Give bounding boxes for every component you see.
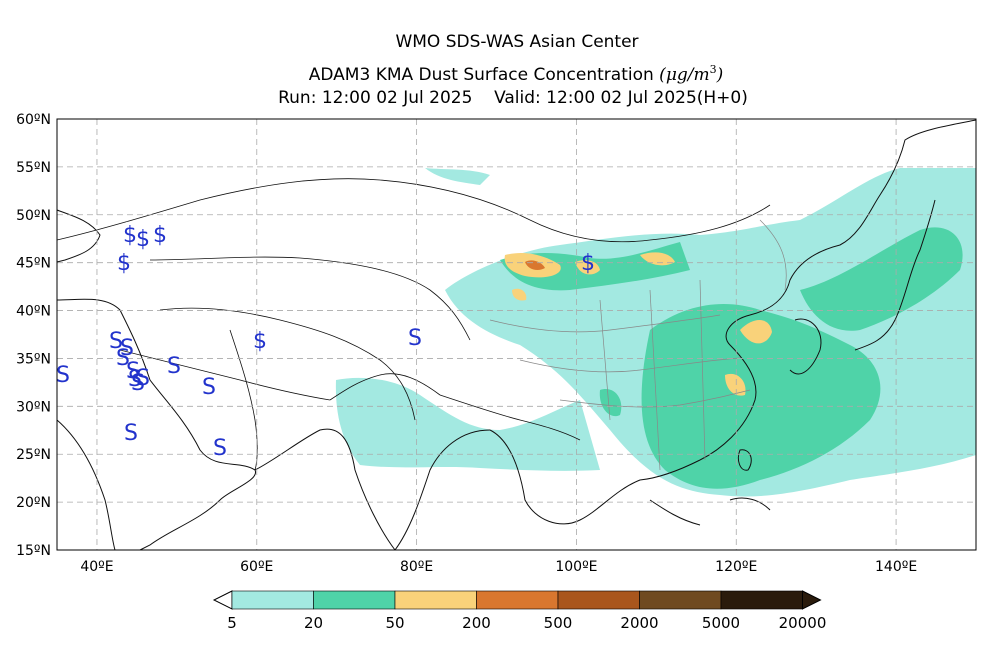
lon-tick-label: 40ºE	[80, 559, 113, 575]
dust-station-symbol: S	[109, 329, 123, 354]
colorbar	[212, 590, 822, 610]
colorbar-label: 50	[385, 614, 405, 632]
lat-tick-label: 35ºN	[16, 351, 51, 367]
chart-title-line1: WMO SDS-WAS Asian Center	[395, 32, 639, 52]
gridlines	[57, 119, 976, 550]
country-borders	[56, 178, 771, 471]
dust-dollar-symbol: $	[253, 329, 267, 354]
colorbar-label: 5	[227, 614, 237, 632]
colorbar-segment	[557, 590, 640, 610]
colorbar-label: 20000	[778, 614, 827, 632]
dust-dollar-symbol: $	[123, 223, 137, 248]
dust-station-symbol: S	[56, 363, 70, 388]
lon-tick-label: 120ºE	[715, 559, 757, 575]
dust-station-symbol: S	[120, 336, 134, 361]
dust-station-symbol: S	[126, 359, 140, 384]
lat-axis-labels: 60ºN 55ºN 50ºN 45ºN 40ºN 35ºN 30ºN 25ºN 20ºN 15ºN	[16, 112, 51, 559]
coastlines	[56, 119, 977, 551]
colorbar-segment	[639, 590, 722, 610]
lon-tick-label: 100ºE	[555, 559, 597, 575]
run-valid-line: Run: 12:00 02 Jul 2025 Valid: 12:00 02 J…	[13, 87, 1000, 109]
colorbar-label: 200	[462, 614, 491, 632]
colorbar-segment	[394, 590, 477, 610]
dust-dollar-symbol: $	[581, 251, 595, 276]
dust-station-symbol: S	[128, 367, 142, 392]
china-provinces	[489, 219, 787, 471]
dust-station-symbol: S	[167, 354, 181, 379]
colorbar-label: 5000	[701, 614, 741, 632]
lat-tick-label: 40ºN	[16, 304, 51, 320]
dust-field-mid	[500, 227, 963, 489]
colorbar-segment	[476, 590, 559, 610]
lat-tick-label: 25ºN	[16, 447, 51, 463]
chart-title-line2: ADAM3 KMA Dust Surface Concentration (μg…	[308, 63, 724, 85]
lat-tick-label: 30ºN	[16, 399, 51, 415]
dust-station-symbol: S	[124, 421, 138, 446]
colorbar-max-arrow	[802, 590, 822, 610]
dust-station-symbol: S	[202, 375, 216, 400]
lat-tick-label: 55ºN	[16, 160, 51, 176]
colorbar-segment	[313, 590, 396, 610]
lat-tick-label: 15ºN	[16, 543, 51, 559]
dust-station-symbol: S	[213, 436, 227, 461]
lon-axis-labels: 40ºE 60ºE 80ºE 100ºE 120ºE 140ºE	[80, 559, 917, 575]
lon-tick-label: 60ºE	[240, 559, 273, 575]
dust-station-symbol: S	[408, 326, 422, 351]
valid-label: Valid: 12:00 02 Jul 2025(H+0)	[494, 88, 748, 108]
lat-tick-label: 60ºN	[16, 112, 51, 128]
lat-tick-label: 45ºN	[16, 256, 51, 272]
run-label: Run: 12:00 02 Jul 2025	[278, 88, 473, 108]
lat-tick-label: 50ºN	[16, 208, 51, 224]
dust-dollar-symbol: $	[117, 251, 131, 276]
lon-tick-label: 140ºE	[875, 559, 917, 575]
colorbar-label: 500	[543, 614, 573, 632]
dust-station-symbol: S	[136, 366, 150, 391]
lon-tick-label: 80ºE	[400, 559, 433, 575]
colorbar-label: 20	[303, 614, 324, 632]
dust-station-symbol: S	[116, 346, 130, 371]
colorbar-segment	[720, 590, 803, 610]
dust-station-symbol: S	[131, 371, 145, 396]
lat-tick-label: 20ºN	[16, 495, 51, 511]
dust-dollar-symbol: $	[153, 223, 167, 248]
colorbar-label: 2000	[620, 614, 659, 632]
unit-label: (μg/m3)	[659, 63, 724, 85]
dust-dollar-symbol: $	[136, 227, 150, 252]
colorbar-segment	[231, 590, 314, 610]
colorbar-min-arrow	[212, 590, 233, 610]
